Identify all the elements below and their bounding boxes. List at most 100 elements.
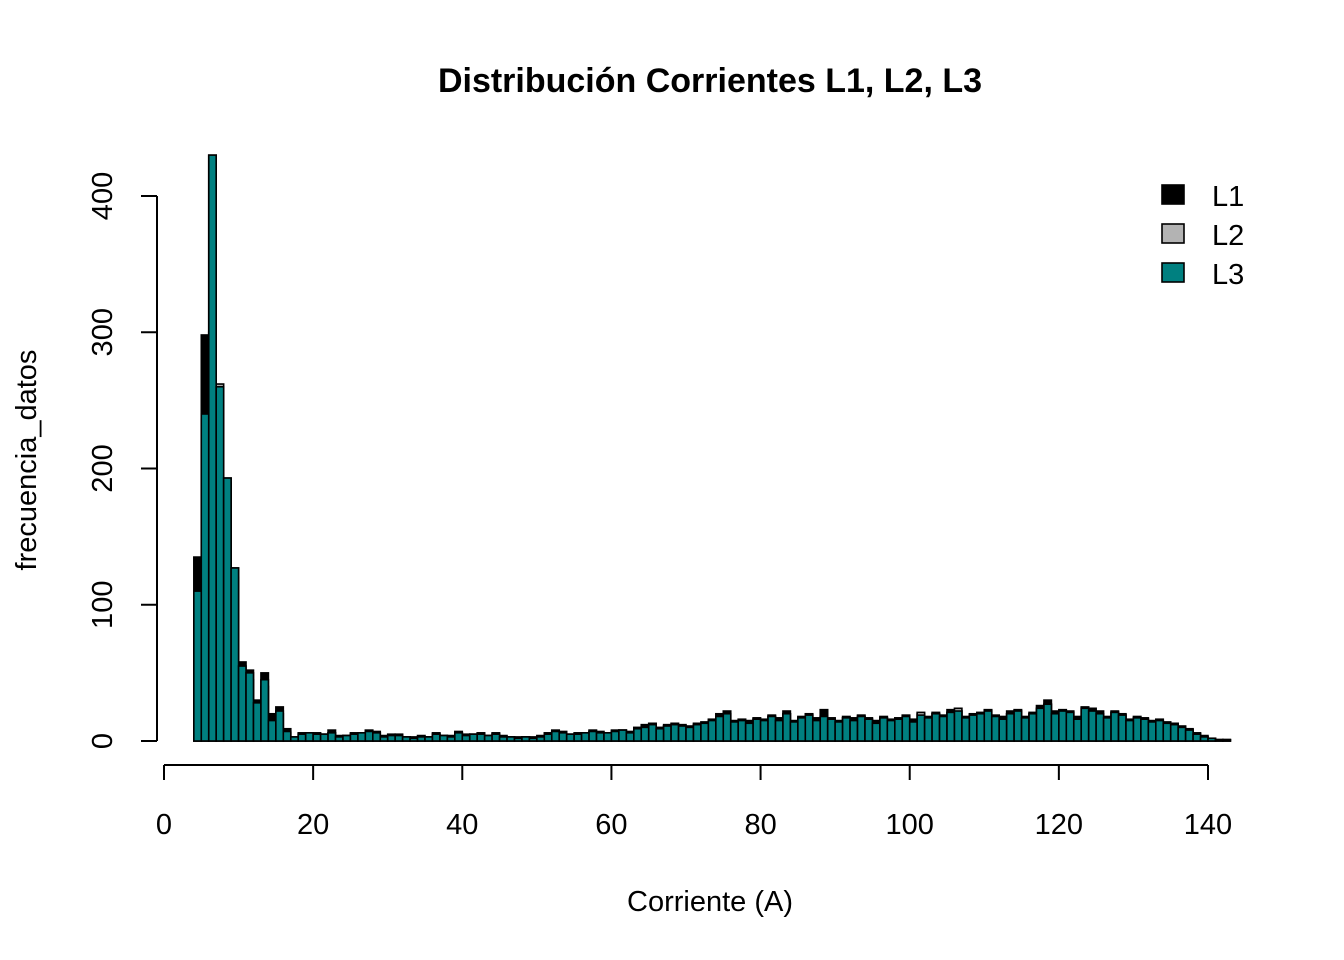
bar-l3 [946, 711, 956, 742]
bar-l3 [558, 732, 568, 742]
bar-l3 [901, 715, 911, 742]
y-tick-label: 0 [87, 733, 119, 749]
legend-label-l1: L1 [1212, 181, 1244, 213]
legend-swatch-l3 [1161, 262, 1185, 283]
bar-l3 [737, 719, 747, 742]
legend: L1 L2 L3 [1161, 181, 1244, 291]
y-tick-label: 400 [87, 172, 119, 220]
bar-l3 [1214, 738, 1224, 742]
bar-l3 [625, 732, 635, 742]
bar-l3 [849, 719, 859, 742]
bar-l3 [685, 726, 695, 742]
bar-l3 [334, 736, 344, 742]
bar-l3 [1013, 710, 1023, 742]
x-tick-label: 100 [886, 809, 934, 841]
x-tick-label: 120 [1035, 809, 1083, 841]
bar-l3 [1117, 714, 1127, 742]
bar-l3 [483, 734, 493, 742]
bar-l3 [1199, 736, 1209, 742]
bar-l3 [976, 712, 986, 742]
bar-l3 [536, 736, 546, 742]
bar-l3 [782, 712, 792, 742]
bar-l3 [513, 737, 523, 742]
bar-l3 [826, 718, 836, 742]
bar-l3 [618, 729, 628, 742]
bar-l3 [1207, 737, 1217, 742]
bar-l3 [446, 736, 456, 742]
bar-l3 [588, 730, 598, 742]
bar-l3 [662, 725, 672, 742]
bar-l3 [700, 722, 710, 742]
bar-l3 [655, 727, 665, 742]
bar-l3 [297, 733, 307, 742]
bar-l3 [692, 723, 702, 742]
bar-l3 [468, 733, 479, 742]
bar-l3 [304, 732, 314, 742]
bar-l3 [640, 726, 650, 742]
bar-l3 [1080, 707, 1090, 742]
bar-l3 [1050, 712, 1060, 742]
bar-l3 [573, 733, 583, 742]
bar-l3 [245, 672, 255, 742]
legend-label-l3: L3 [1212, 259, 1244, 291]
bar-l3 [222, 477, 232, 742]
bars-layer [193, 154, 1232, 742]
bar-l3 [1072, 718, 1083, 742]
bar-l3 [677, 725, 687, 742]
x-tick-label: 20 [297, 809, 329, 841]
x-axis-label: Corriente (A) [627, 886, 793, 918]
bar-l3 [1177, 726, 1187, 742]
bar-l3 [386, 734, 396, 742]
bar-l3 [349, 733, 359, 742]
bar-l3 [1155, 719, 1165, 742]
bar-l3 [275, 710, 285, 742]
bar-l3 [879, 717, 889, 742]
bar-l3 [1140, 718, 1150, 742]
bar-l3 [804, 714, 814, 742]
x-tick-label: 140 [1184, 809, 1232, 841]
y-tick-label: 300 [87, 308, 119, 356]
bar-l3 [1028, 712, 1038, 742]
x-axis: 0 20 40 60 80 100 120 140 [156, 764, 1232, 841]
bar-l3 [990, 715, 1001, 742]
x-tick-label: 60 [595, 809, 627, 841]
legend-label-l2: L2 [1212, 220, 1244, 252]
bar-l3 [670, 723, 680, 742]
bar-l3 [401, 736, 411, 742]
bar-l3 [632, 727, 643, 742]
bar-l3 [856, 715, 866, 742]
bar-l3 [282, 730, 292, 742]
bar-l3 [1132, 717, 1142, 742]
bar-l3 [886, 719, 896, 742]
bar-l3 [953, 710, 963, 742]
bar-l3 [364, 730, 374, 742]
bar-l3 [1043, 703, 1053, 742]
bar-l3 [1162, 722, 1172, 742]
bar-l3 [327, 732, 337, 742]
bar-l3 [1110, 711, 1120, 742]
bar-l3 [1005, 712, 1015, 742]
bar-l3 [289, 736, 300, 742]
bar-l3 [811, 719, 822, 742]
bar-l3 [200, 413, 210, 742]
bar-l3 [260, 678, 270, 742]
bar-l3 [580, 732, 590, 742]
bar-l3 [864, 718, 874, 742]
bar-l3 [1035, 707, 1045, 742]
bar-l3 [237, 665, 247, 742]
bar-l3 [1020, 717, 1030, 742]
bar-l3 [521, 736, 531, 742]
bar-l3 [1147, 721, 1157, 742]
bar-l3 [908, 721, 918, 742]
bar-l3 [416, 736, 426, 742]
bar-l3 [550, 730, 561, 742]
bar-l3 [461, 734, 471, 742]
bar-l3 [715, 715, 725, 742]
bar-l3 [439, 734, 449, 742]
bar-l3 [491, 733, 501, 742]
bar-l3 [1065, 711, 1075, 742]
bar-l3 [498, 736, 508, 742]
bar-l3 [595, 732, 605, 742]
bar-l3 [647, 723, 657, 742]
